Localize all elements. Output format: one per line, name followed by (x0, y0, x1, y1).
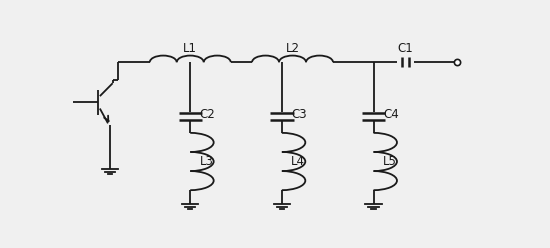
Text: L4: L4 (292, 155, 305, 168)
Text: L3: L3 (200, 155, 213, 168)
Text: C1: C1 (398, 42, 414, 55)
Text: C2: C2 (200, 108, 216, 121)
Text: C4: C4 (383, 108, 399, 121)
Text: L5: L5 (383, 155, 397, 168)
Text: C3: C3 (292, 108, 307, 121)
Text: L2: L2 (285, 42, 300, 55)
Text: L1: L1 (183, 42, 197, 55)
